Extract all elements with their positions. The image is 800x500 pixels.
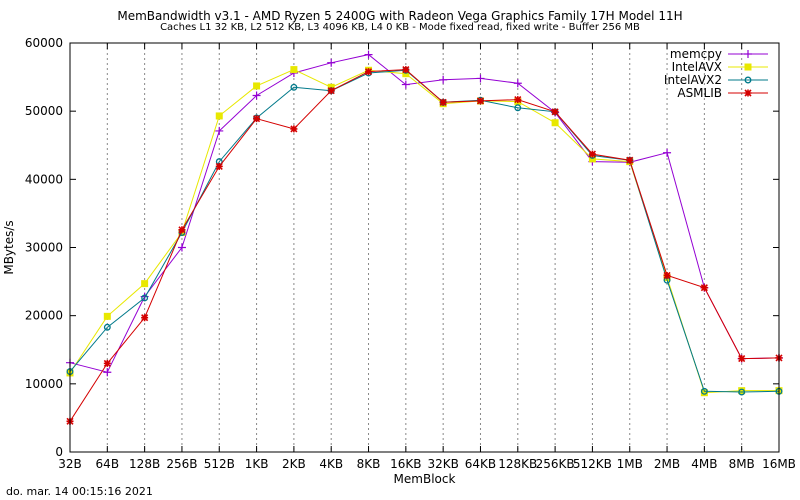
x-tick-label: 128KB — [498, 457, 537, 471]
data-point — [364, 68, 373, 76]
data-point — [513, 79, 522, 88]
data-point — [738, 388, 746, 396]
plot-area-frame — [69, 42, 780, 453]
x-tick-label: 256KB — [536, 457, 575, 471]
series-intelavx — [66, 66, 783, 397]
legend-label: IntelAVX2 — [664, 73, 722, 87]
data-point — [588, 150, 596, 158]
data-point — [476, 74, 485, 83]
data-point — [738, 387, 746, 395]
data-point — [551, 119, 559, 127]
data-point — [253, 115, 261, 123]
data-point — [327, 87, 335, 95]
x-axis-label: MemBlock — [394, 472, 456, 486]
y-axis-label: MBytes/s — [2, 220, 16, 274]
series-memcpy — [66, 50, 783, 377]
data-point — [290, 125, 298, 133]
series-line — [69, 69, 779, 394]
y-tick-label: 30000 — [25, 241, 63, 255]
data-point — [663, 148, 672, 157]
data-point — [514, 104, 522, 112]
data-point — [103, 359, 111, 367]
data-point — [439, 75, 448, 84]
x-tick-label: 512B — [204, 457, 235, 471]
legend-label: memcpy — [670, 47, 722, 61]
data-point — [215, 126, 224, 135]
series-line — [69, 54, 780, 373]
x-tick-label: 1MB — [617, 457, 643, 471]
x-tick-label: 1KB — [245, 457, 269, 471]
data-point — [476, 97, 485, 105]
data-point — [141, 314, 149, 322]
series-intelavx2 — [66, 66, 783, 396]
data-point — [402, 66, 410, 74]
timestamp: do. mar. 14 00:15:16 2021 — [6, 485, 153, 498]
x-tick-label: 2KB — [282, 457, 306, 471]
x-tick-label: 128B — [129, 457, 160, 471]
x-tick-label: 8KB — [357, 457, 381, 471]
data-point — [103, 323, 111, 331]
x-tick-label: 8MB — [729, 457, 755, 471]
legend-marker — [744, 50, 752, 58]
y-tick-label: 40000 — [25, 172, 63, 186]
data-point — [177, 243, 186, 252]
x-tick-label: 512KB — [573, 457, 612, 471]
data-point — [327, 58, 336, 67]
chart-subtitle: Caches L1 32 KB, L2 512 KB, L3 4096 KB, … — [160, 22, 640, 33]
data-point — [364, 50, 373, 59]
data-point — [700, 387, 708, 395]
data-point — [551, 108, 559, 116]
legend-marker — [744, 63, 752, 71]
data-point — [514, 96, 522, 104]
data-point — [401, 80, 410, 89]
x-tick-label: 64B — [96, 457, 120, 471]
data-point — [626, 156, 634, 164]
data-point — [700, 284, 708, 292]
data-point — [103, 368, 112, 377]
data-point — [253, 82, 261, 90]
data-point — [141, 294, 149, 302]
data-point — [663, 271, 671, 280]
x-tick-label: 32B — [58, 457, 82, 471]
data-point — [178, 226, 186, 234]
legend-label: IntelAVX — [672, 60, 722, 74]
legend-marker — [744, 89, 752, 97]
data-point — [141, 280, 149, 288]
legend-marker — [744, 76, 752, 84]
y-tick-label: 0 — [55, 445, 63, 459]
y-tick-label: 50000 — [25, 104, 63, 118]
data-point — [290, 83, 298, 91]
data-point — [215, 162, 223, 170]
x-tick-label: 32KB — [427, 457, 458, 471]
legend-label: ASMLIB — [677, 86, 722, 100]
data-point — [700, 389, 708, 397]
x-tick-label: 16KB — [390, 457, 421, 471]
data-point — [439, 98, 447, 106]
y-tick-label: 10000 — [25, 377, 63, 391]
data-point — [738, 355, 746, 363]
x-tick-label: 64KB — [465, 457, 496, 471]
x-tick-label: 2MB — [654, 457, 680, 471]
chart-title: MemBandwidth v3.1 - AMD Ryzen 5 2400G wi… — [117, 9, 683, 23]
series-line — [69, 69, 780, 393]
y-tick-label: 60000 — [25, 36, 63, 50]
data-point — [290, 66, 298, 74]
y-tick-label: 20000 — [25, 309, 63, 323]
x-tick-label: 16MB — [762, 457, 796, 471]
x-tick-label: 256B — [166, 457, 197, 471]
x-tick-label: 4KB — [319, 457, 343, 471]
series-line — [69, 69, 780, 422]
data-point — [252, 91, 261, 100]
series-asmlib — [66, 66, 783, 425]
x-tick-label: 4MB — [691, 457, 717, 471]
data-point — [215, 112, 223, 120]
data-point — [103, 312, 111, 320]
